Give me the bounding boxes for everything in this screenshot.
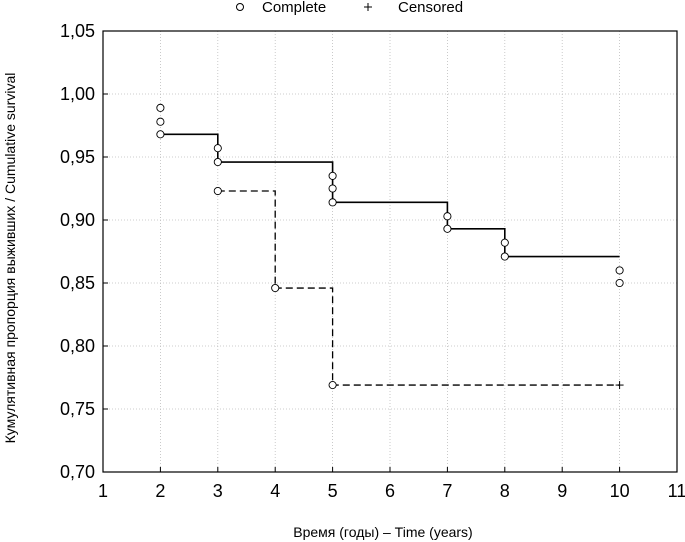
x-tick-label: 1 [98,481,108,501]
complete-point [328,184,337,193]
x-tick-label: 11 [668,481,685,501]
x-tick-label: 9 [557,481,567,501]
censored-point [615,381,624,390]
complete-point [500,252,509,261]
y-tick-label: 0,90 [60,210,95,230]
legend-censored-marker [364,3,372,11]
y-axis-title: Кумулятивная пропорция выживших / Cumula… [2,73,18,444]
complete-point [271,283,280,293]
complete-point [443,224,452,233]
y-tick-label: 0,70 [60,462,95,482]
tick-marks [102,30,678,473]
complete-point [500,238,509,247]
x-tick-labels: 1 2 3 4 5 6 7 8 9 10 11 [98,481,685,501]
x-tick-label: 3 [213,481,223,501]
y-tick-label: 0,80 [60,336,95,356]
complete-point [213,144,222,153]
x-tick-label: 2 [155,481,165,501]
x-tick-label: 7 [442,481,452,501]
x-tick-label: 5 [328,481,338,501]
x-tick-label: 10 [610,481,630,501]
complete-point [213,186,222,196]
y-tick-labels: 0,70 0,75 0,80 0,85 0,90 0,95 1,00 1,05 [60,21,95,482]
complete-point [615,278,624,288]
y-tick-label: 0,85 [60,273,95,293]
legend-censored-label: Censored [398,0,463,16]
x-tick-label: 8 [500,481,510,501]
legend-complete-label: Complete [262,0,326,16]
y-tick-label: 0,95 [60,147,95,167]
complete-point [156,117,165,126]
complete-point [615,266,624,275]
x-tick-label: 6 [385,481,395,501]
complete-point [328,171,337,180]
x-axis-title: Время (годы) – Time (years) [293,524,472,540]
grid [103,31,677,472]
complete-point [328,198,337,207]
complete-point [156,130,165,139]
legend-complete-marker [236,3,244,11]
y-tick-label: 1,00 [60,84,95,104]
series-group [156,103,624,390]
legend: Complete Censored [236,0,463,16]
y-tick-label: 0,75 [60,399,95,419]
y-tick-label: 1,05 [60,21,95,41]
x-tick-label: 4 [270,481,280,501]
complete-point [213,157,222,167]
series-2-line [217,190,620,386]
complete-point [156,103,165,112]
complete-point [328,381,337,390]
complete-point [443,212,452,221]
